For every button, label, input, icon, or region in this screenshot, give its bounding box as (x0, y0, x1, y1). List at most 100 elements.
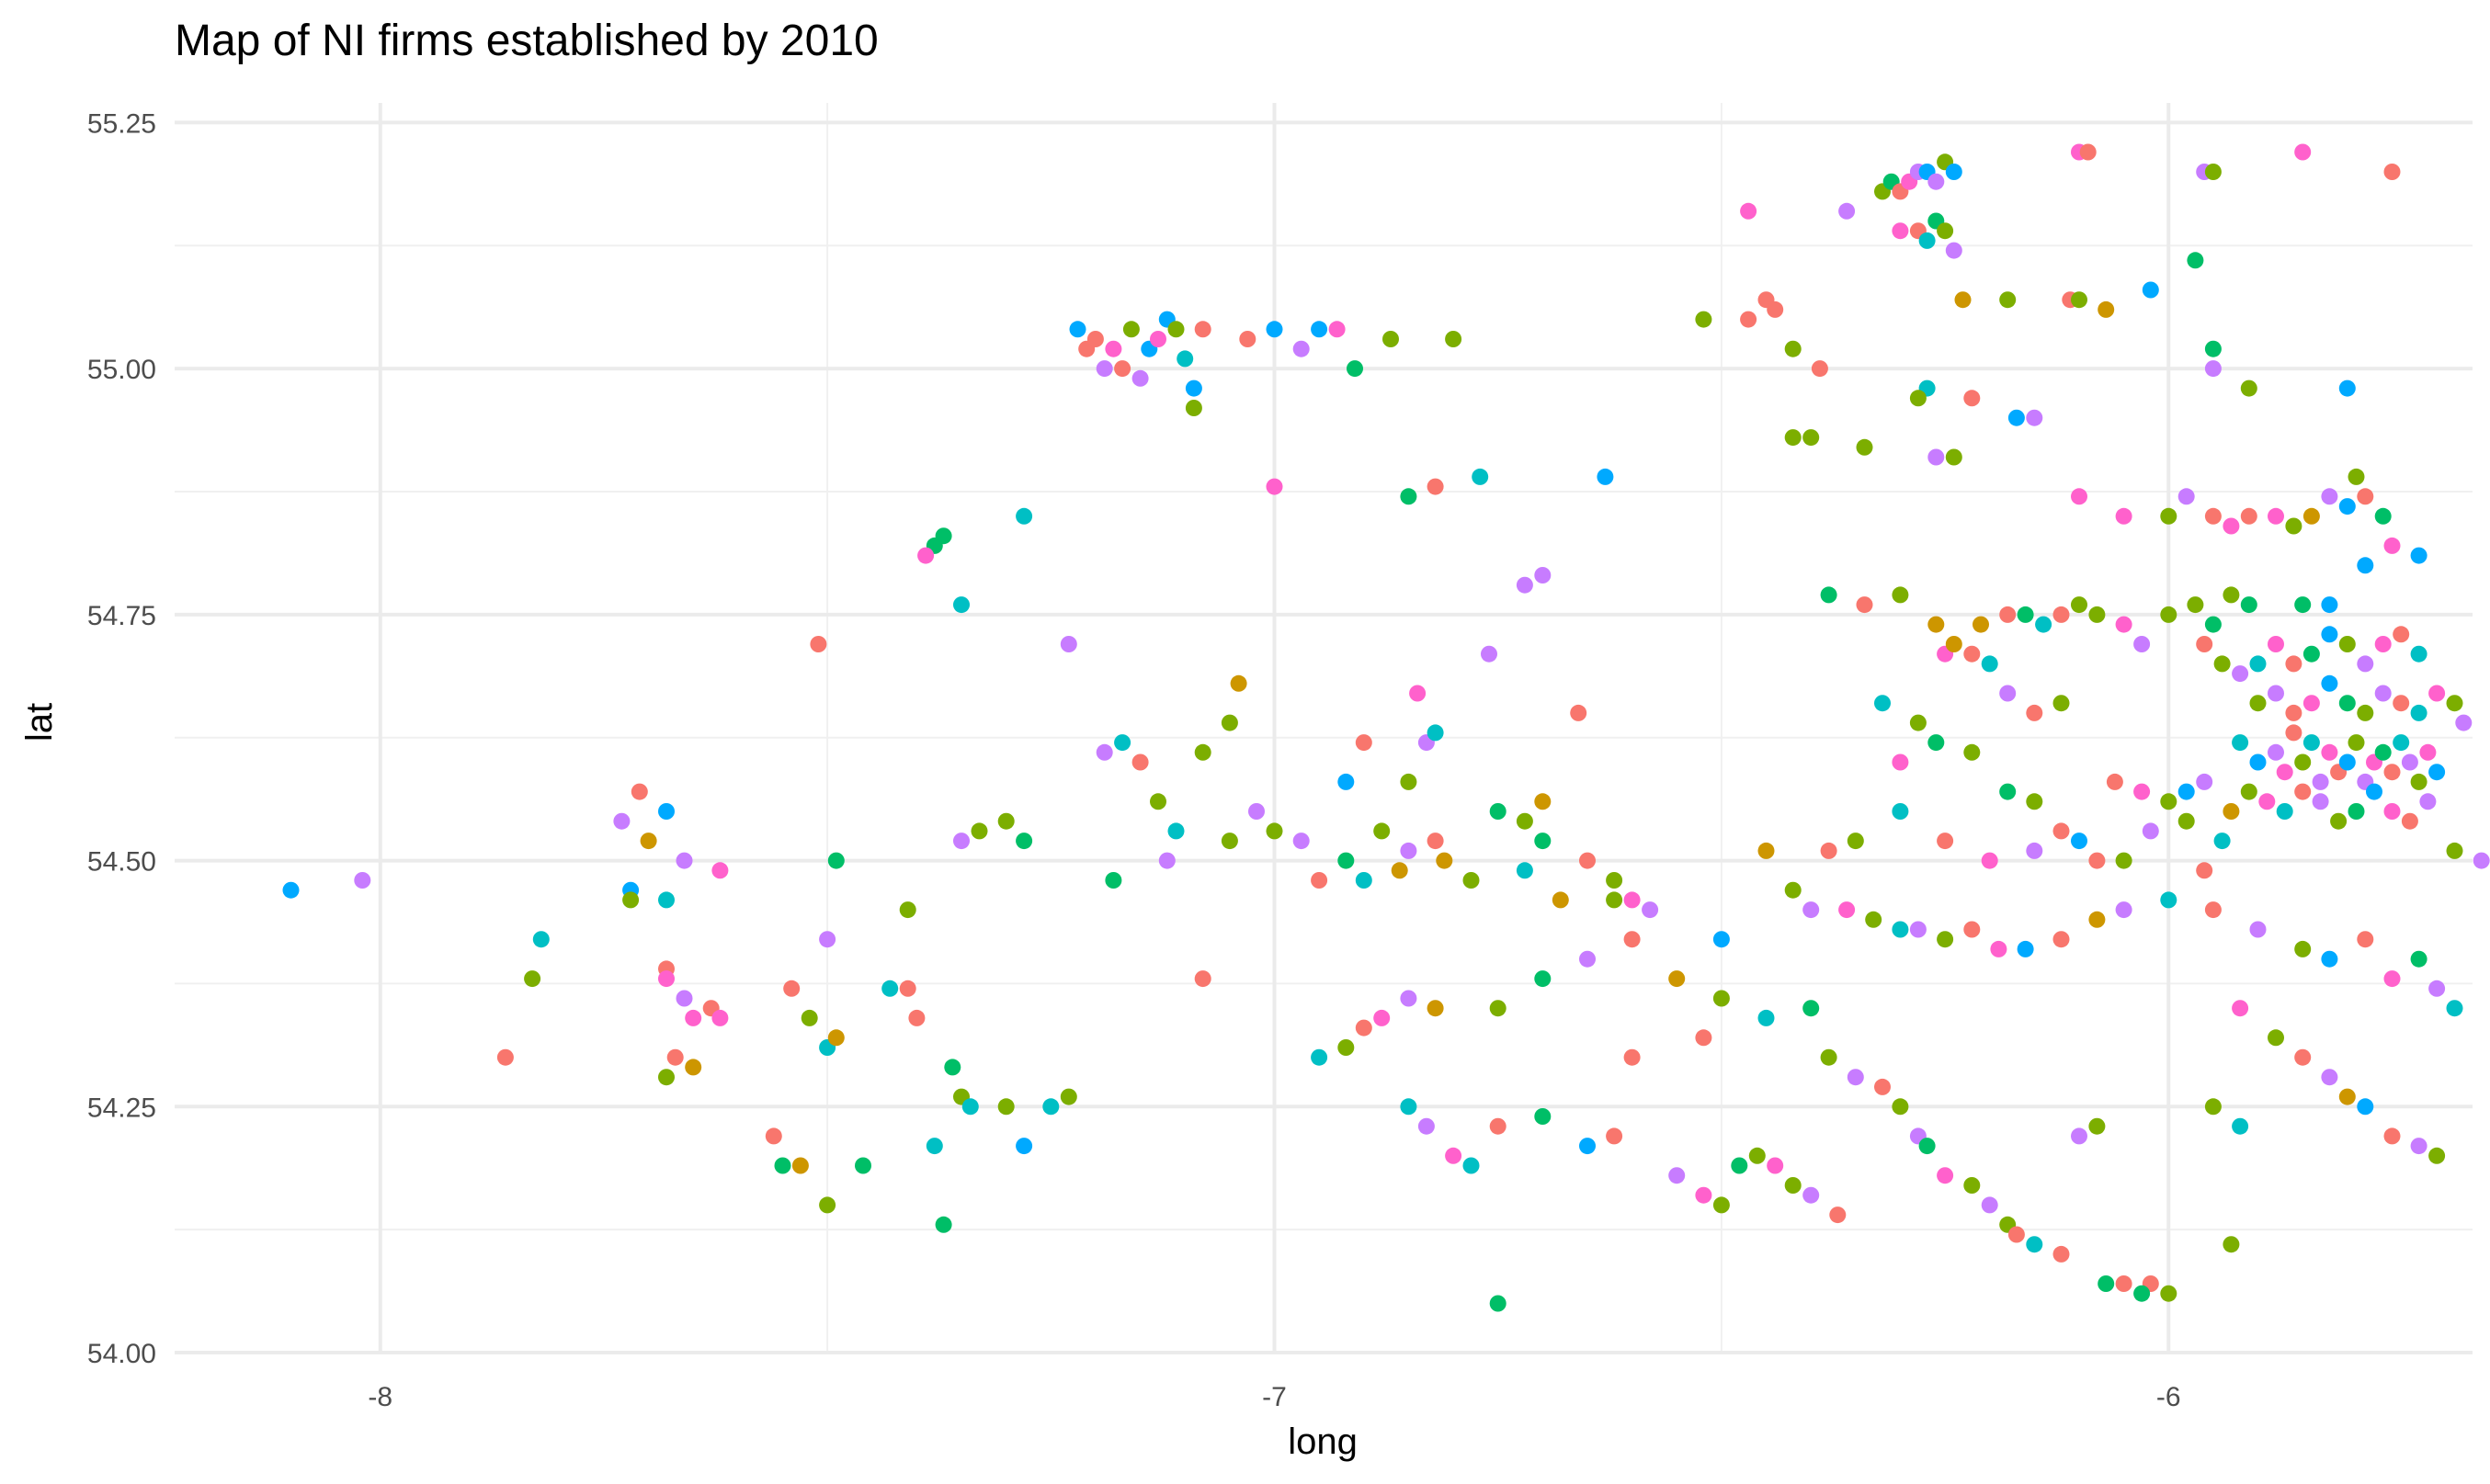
data-point (1945, 164, 1962, 180)
data-point (1784, 1177, 1802, 1194)
data-points (282, 143, 2490, 1312)
data-point (658, 970, 675, 988)
data-point (1820, 586, 1837, 604)
data-point (640, 833, 657, 850)
chart-title: Map of NI firms established by 2010 (175, 17, 879, 65)
x-tick-label: -7 (1262, 1382, 1287, 1412)
data-point (1927, 173, 1945, 190)
data-point (2366, 783, 2382, 800)
data-point (2196, 862, 2213, 879)
data-point (1516, 862, 1533, 879)
data-point (666, 1048, 684, 1066)
data-point (1239, 331, 1256, 347)
data-point (1489, 803, 1507, 820)
data-point (2160, 891, 2177, 909)
data-point (1328, 321, 1346, 338)
data-point (2294, 596, 2312, 614)
data-point (1167, 822, 1185, 840)
data-point (2302, 507, 2320, 525)
data-point (658, 1069, 675, 1086)
data-point (2115, 1275, 2132, 1292)
data-point (2115, 852, 2132, 869)
data-point (1668, 970, 1686, 988)
data-point (971, 822, 988, 840)
data-point (2383, 537, 2401, 554)
data-point (827, 852, 845, 869)
data-point (1427, 478, 1444, 495)
data-point (855, 1157, 871, 1174)
data-point (2302, 645, 2320, 663)
data-point (1990, 940, 2007, 957)
data-point (2035, 616, 2052, 633)
data-point (2026, 842, 2043, 859)
data-point (2115, 901, 2132, 919)
data-point (1462, 1157, 1480, 1174)
data-point (1892, 1098, 1909, 1116)
y-tick-label: 55.00 (87, 355, 156, 385)
data-point (2419, 743, 2437, 761)
data-point (1445, 331, 1462, 347)
x-tick-label: -6 (2156, 1382, 2181, 1412)
data-point (2393, 695, 2410, 712)
data-point (2428, 685, 2446, 702)
data-point (953, 596, 970, 614)
data-point (1757, 1009, 1775, 1026)
data-point (1194, 743, 1211, 761)
data-point (1847, 1069, 1864, 1086)
data-point (658, 803, 675, 820)
data-point (1784, 881, 1802, 899)
data-point (1927, 734, 1945, 752)
data-point (1865, 911, 1882, 928)
data-point (1131, 369, 1149, 387)
data-point (2133, 1285, 2151, 1302)
data-point (2204, 360, 2222, 378)
data-point (765, 1127, 782, 1145)
data-point (2240, 379, 2257, 397)
y-tick-label: 54.75 (87, 601, 156, 631)
data-point (791, 1157, 809, 1174)
data-point (2410, 547, 2427, 564)
data-point (1311, 872, 1328, 889)
data-point (1712, 931, 1730, 948)
data-point (2240, 596, 2257, 614)
data-point (1892, 222, 1909, 240)
data-point (1892, 921, 1909, 938)
data-point (1963, 390, 1981, 407)
data-point (1712, 1196, 1730, 1214)
data-point (2330, 812, 2348, 830)
data-point (1400, 773, 1417, 790)
data-point (2357, 1098, 2374, 1116)
data-point (282, 881, 300, 899)
data-point (2052, 1245, 2070, 1263)
data-point (2419, 793, 2437, 810)
data-point (801, 1009, 818, 1026)
data-point (2357, 557, 2374, 574)
data-point (1158, 852, 1176, 869)
data-point (1016, 1138, 1033, 1155)
data-point (1516, 812, 1533, 830)
data-point (1918, 232, 1936, 249)
data-point (2232, 665, 2249, 683)
data-point (1856, 596, 1873, 614)
data-point (2321, 596, 2338, 614)
data-point (1838, 901, 1856, 919)
data-point (1954, 291, 1972, 309)
data-point (961, 1098, 979, 1116)
data-point (1909, 714, 1927, 731)
data-point (2088, 606, 2106, 623)
data-point (1427, 833, 1444, 850)
data-point (631, 783, 648, 800)
data-point (1105, 872, 1122, 889)
data-point (2268, 636, 2284, 652)
data-point (2177, 783, 2195, 800)
data-point (1221, 833, 1238, 850)
data-point (1802, 1186, 1820, 1204)
data-point (1016, 507, 1033, 525)
data-point (2276, 764, 2293, 781)
data-point (2223, 517, 2240, 535)
data-point (1337, 852, 1355, 869)
data-point (524, 970, 541, 988)
data-point (2312, 773, 2329, 790)
data-point (1122, 321, 1140, 338)
